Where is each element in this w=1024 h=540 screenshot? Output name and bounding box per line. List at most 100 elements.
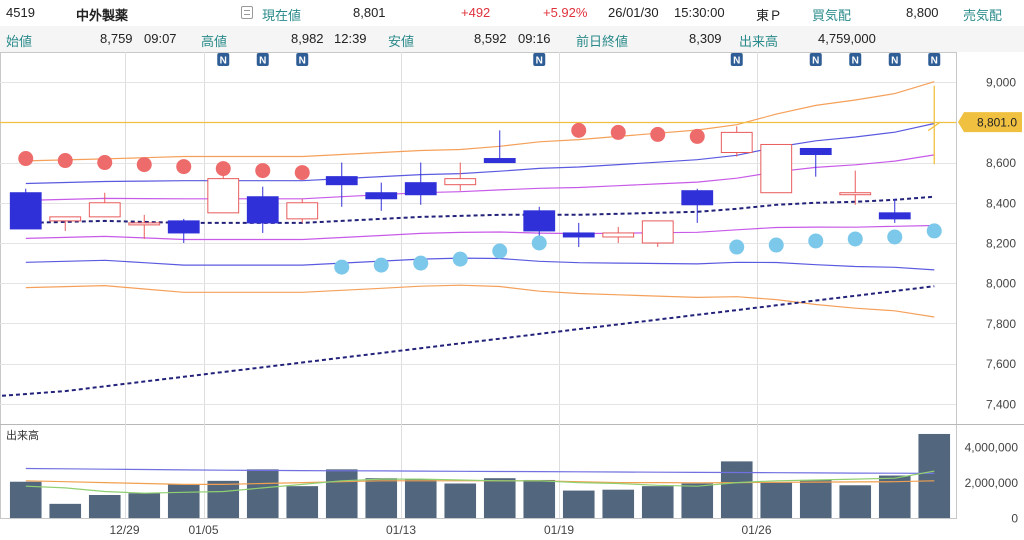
candle-up (720, 131, 753, 153)
news-marker[interactable]: N (533, 53, 546, 67)
band-lower-1 (25, 257, 935, 271)
quote-header: 4519 中外製薬 現在値 8,801 +492 +5.92% 26/01/30… (0, 0, 1024, 53)
lower-signal-dot (452, 251, 468, 267)
candle-down (483, 158, 516, 164)
volume-tick-label: 4,000,000 (965, 441, 1019, 455)
upper-signal-dot (18, 151, 34, 167)
lower-signal-dot (413, 255, 429, 271)
lower-signal-dot (373, 257, 389, 273)
date-tick-label: 01/05 (188, 523, 218, 537)
news-marker[interactable]: N (888, 53, 901, 67)
volume-ma-long (25, 467, 935, 474)
volume-value: 4,759,000 (818, 31, 876, 46)
news-marker[interactable]: N (217, 53, 230, 67)
news-marker-label: N (259, 56, 266, 67)
upper-signal-dot (255, 163, 271, 179)
news-marker-box (928, 53, 941, 66)
price-tick-label: 8,400 (986, 196, 1016, 210)
memo-icon[interactable] (241, 6, 253, 19)
news-marker-label: N (891, 56, 898, 67)
change-percent: +5.92% (543, 5, 588, 20)
news-marker[interactable]: N (849, 53, 862, 67)
candle-down (878, 212, 911, 220)
stock-code: 4519 (6, 5, 35, 20)
candle-down (681, 190, 714, 206)
band-upper-2 (25, 81, 935, 162)
current-price-tag-label: 8,801.0 (977, 116, 1017, 130)
plot-frame (0, 52, 957, 519)
current-label: 現在値 (262, 8, 302, 23)
candle-up (286, 202, 319, 220)
lower-signal-dot (887, 229, 903, 245)
volume-bar (88, 495, 121, 518)
upper-signal-dot (176, 159, 192, 175)
lower-signal-dot (847, 231, 863, 247)
bid-value: 8,800 (906, 5, 939, 20)
news-marker-box (296, 53, 309, 66)
price-tick-label: 7,400 (986, 397, 1016, 411)
change-value: +492 (461, 5, 491, 20)
market-name: 東Ｐ (756, 8, 783, 23)
candle-up (207, 178, 240, 214)
high-value: 8,982 (291, 31, 324, 46)
price-tick-label: 7,800 (986, 317, 1016, 331)
volume-bar (918, 433, 951, 518)
news-marker-box (730, 53, 743, 66)
upper-signal-dot (571, 122, 587, 138)
news-marker-label: N (852, 56, 859, 67)
price-tick-label: 7,600 (986, 357, 1016, 371)
open-time: 09:07 (144, 31, 177, 46)
high-time: 12:39 (334, 31, 367, 46)
volume-tick-label: 2,000,000 (965, 476, 1019, 490)
low-label: 安値 (388, 34, 415, 49)
news-marker-label: N (733, 56, 740, 67)
price-axis: 9,0008,8008,6008,4008,2008,0007,8007,600… (958, 76, 1022, 411)
lower-signal-dot (926, 223, 942, 239)
bid-label: 買気配 (812, 8, 852, 23)
candle-up (760, 143, 793, 194)
candle-down (365, 192, 398, 200)
price-tick-label: 8,200 (986, 237, 1016, 251)
news-marker[interactable]: N (928, 53, 941, 67)
price-tick-label: 9,000 (986, 76, 1016, 90)
news-marker-label: N (812, 56, 819, 67)
volume-label: 出来高 (739, 34, 779, 49)
signal-dots (18, 122, 942, 275)
candle-up (49, 216, 82, 222)
candle-up (444, 178, 477, 186)
volume-bar (404, 479, 437, 518)
volume-tick-label: 0 (1011, 512, 1018, 526)
candle-up (602, 232, 635, 238)
volume-bar (562, 490, 595, 518)
open-value: 8,759 (100, 31, 133, 46)
upper-signal-dot (57, 153, 73, 169)
lower-signal-dot (768, 237, 784, 253)
candle-up (839, 192, 872, 196)
band-lower-2 (25, 284, 935, 318)
news-marker[interactable]: N (730, 53, 743, 67)
volume-bar (325, 469, 358, 518)
news-marker[interactable]: N (256, 53, 269, 67)
lower-signal-dot (729, 239, 745, 255)
volume-panel-label: 出来高 (6, 428, 39, 442)
upper-signal-dot (97, 155, 113, 171)
candle-down (325, 176, 358, 186)
volume-bar (444, 483, 477, 518)
date-tick-label: 01/19 (544, 523, 574, 537)
prev-close-value: 8,309 (689, 31, 722, 46)
news-marker-label: N (220, 56, 227, 67)
low-time: 09:16 (518, 31, 551, 46)
current-value: 8,801 (353, 5, 386, 20)
volume-bar (839, 485, 872, 518)
upper-signal-dot (650, 126, 666, 142)
candle-down (246, 196, 279, 224)
news-marker-box (533, 53, 546, 66)
news-marker[interactable]: N (296, 53, 309, 67)
open-label: 始値 (6, 34, 33, 49)
news-marker[interactable]: N (809, 53, 822, 67)
lower-signal-dot (334, 259, 350, 275)
news-marker-label: N (931, 56, 938, 67)
price-tick-label: 8,600 (986, 156, 1016, 170)
